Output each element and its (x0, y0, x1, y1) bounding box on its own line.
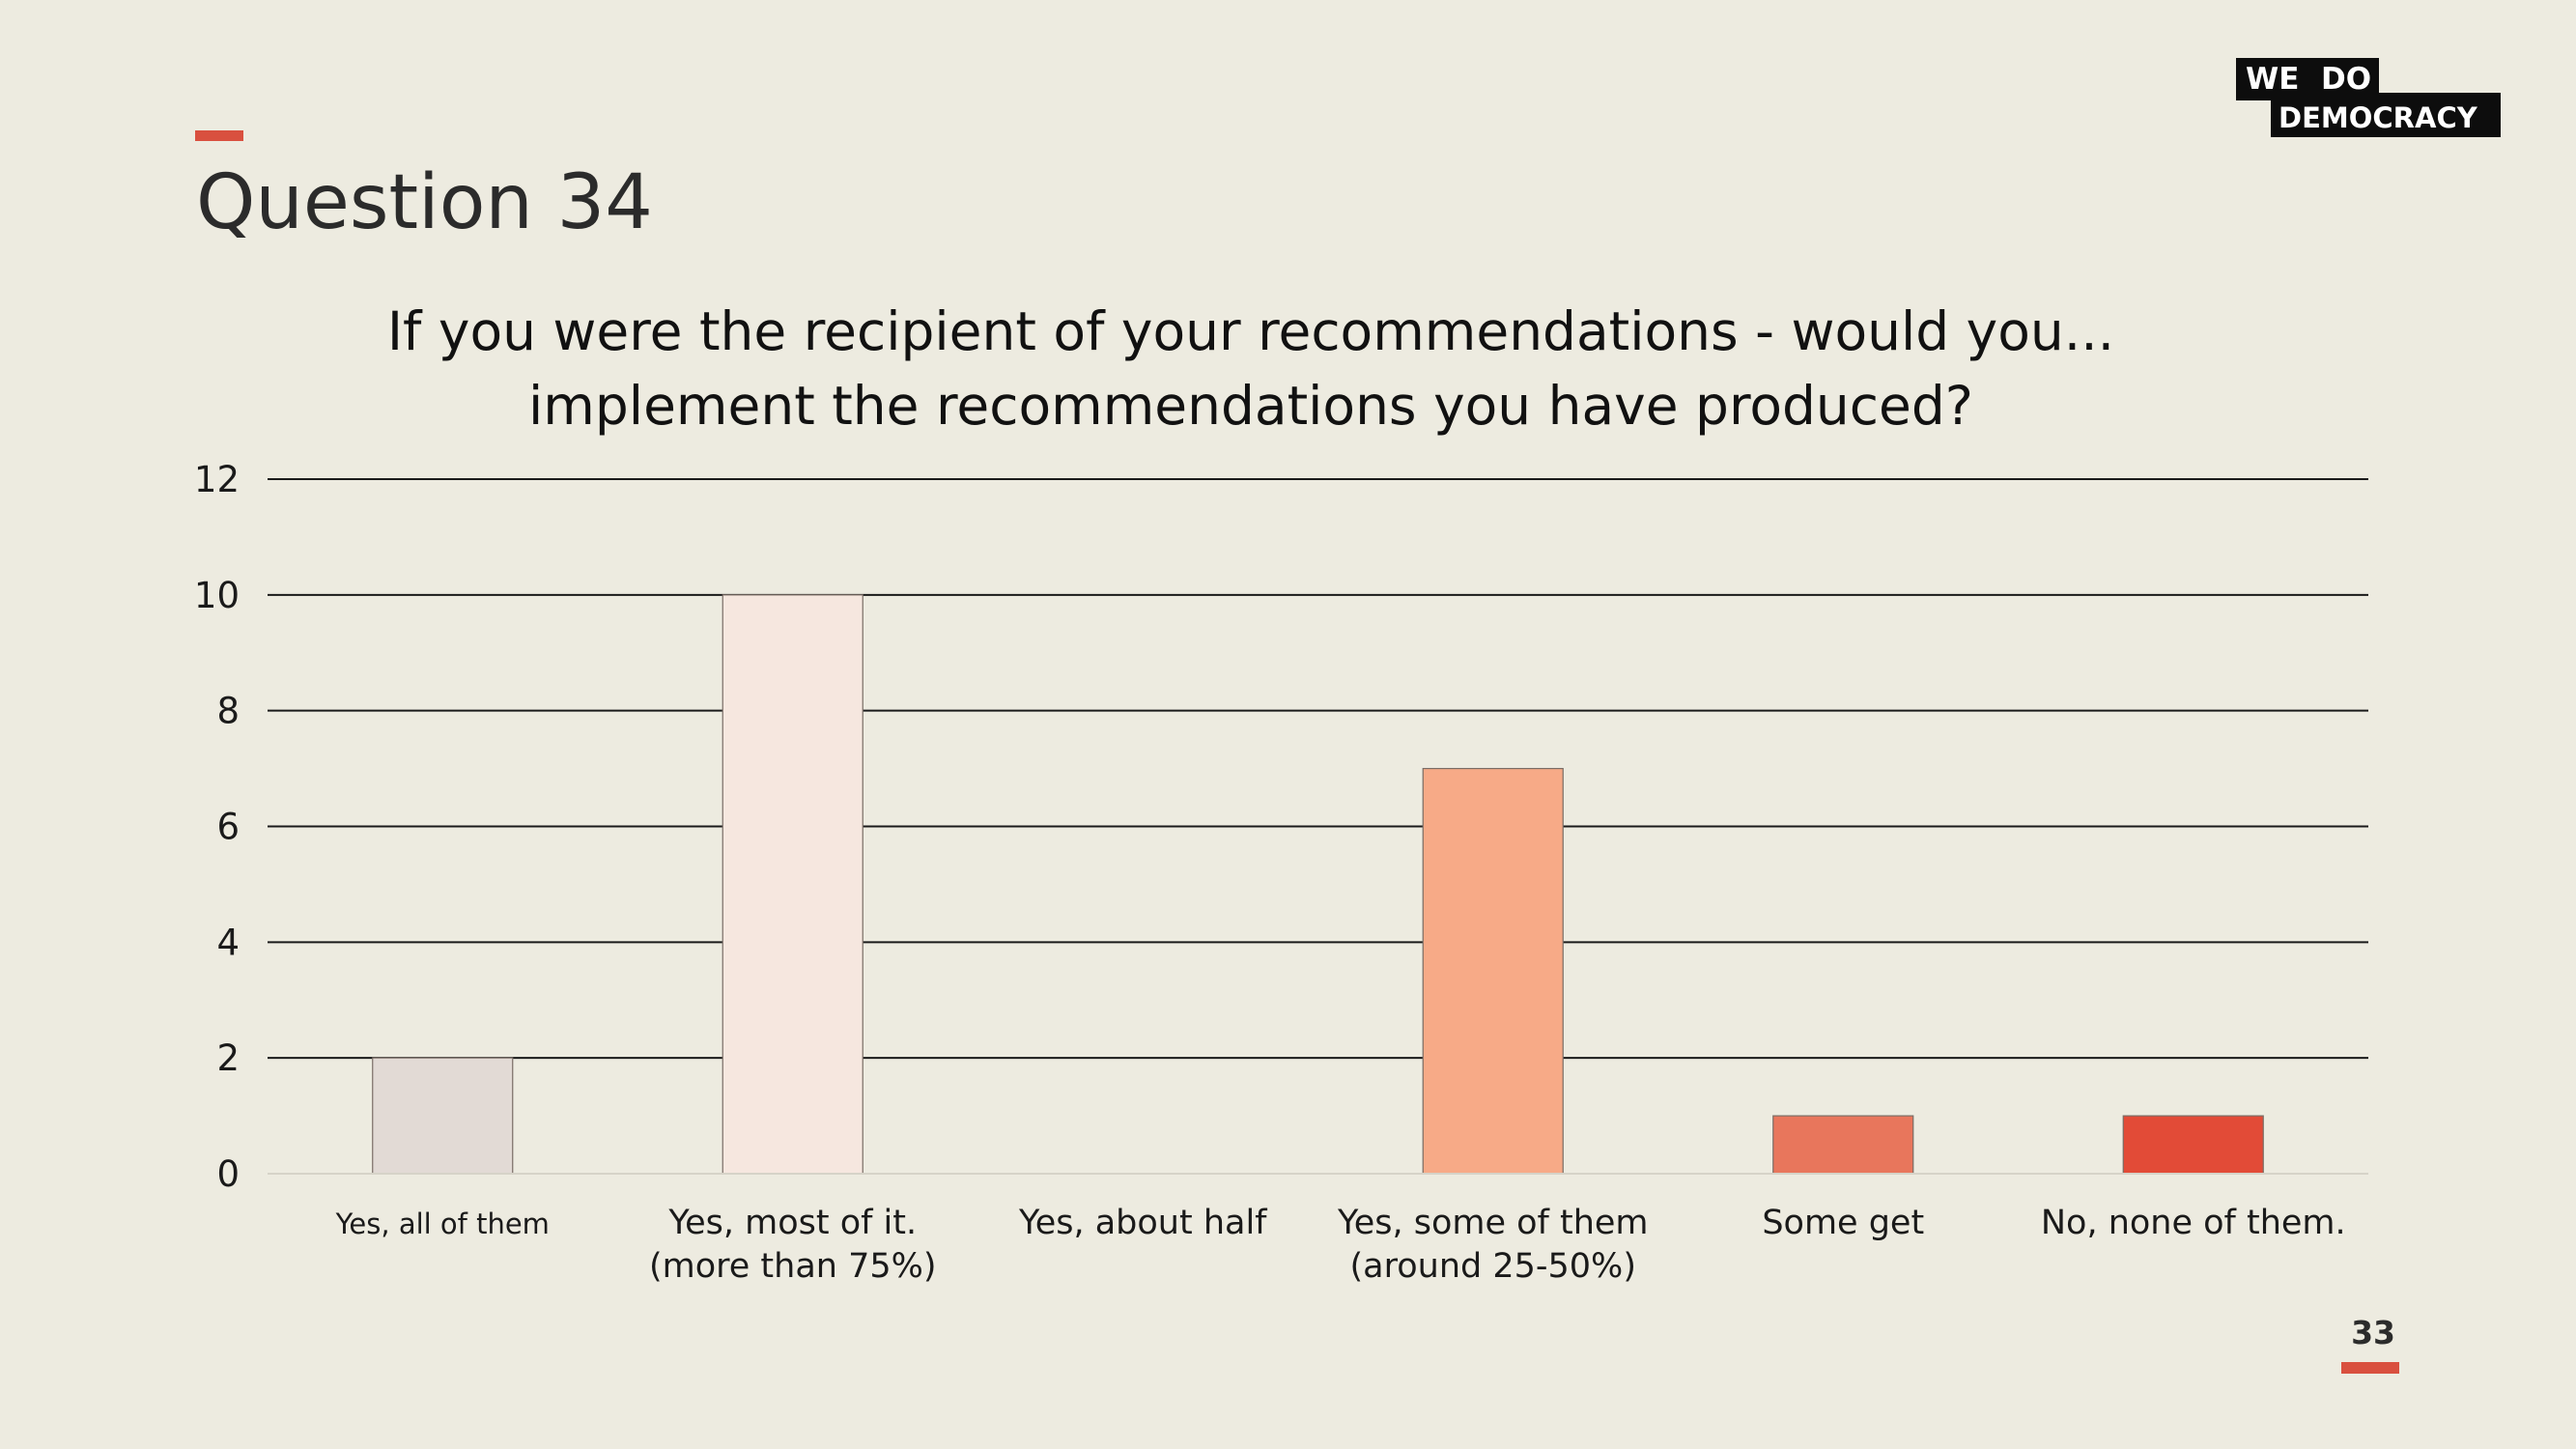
y-axis: 0 2 4 6 8 10 12 (194, 459, 2368, 1195)
x-category-label: No, none of them. (2041, 1204, 2346, 1242)
bar (722, 594, 863, 1175)
logo-word-democracy: DEMOCRACY (2279, 101, 2478, 134)
chart-title-line-2: implement the recommendations you have p… (528, 375, 1973, 437)
logo-word-do: DO (2321, 62, 2371, 97)
bars (372, 594, 2264, 1175)
y-tick-label: 8 (216, 691, 240, 732)
page-number: 33 (2351, 1314, 2395, 1351)
x-category-label: Yes, some of them (1337, 1204, 1649, 1242)
gridlines (268, 478, 2368, 1060)
y-tick-label: 4 (216, 922, 240, 963)
we-do-democracy-logo: WE DO DEMOCRACY (2236, 58, 2501, 137)
chart-title-line-1: If you were the recipient of your recomm… (386, 300, 2115, 362)
logo-word-we: WE (2246, 62, 2299, 97)
chart-title: If you were the recipient of your recomm… (193, 295, 2308, 443)
page-number-accent-bar (2341, 1362, 2399, 1374)
bar (2122, 1115, 2264, 1175)
bar (1422, 767, 1564, 1175)
y-tick-label: 6 (216, 807, 240, 848)
bar (1772, 1115, 1914, 1175)
y-tick-label: 0 (216, 1153, 240, 1195)
x-category-label: (around 25-50%) (1350, 1247, 1636, 1286)
x-category-label: Some get (1762, 1204, 1924, 1242)
x-axis: Yes, all of them Yes, most of it. (more th… (335, 1204, 2346, 1286)
bar (372, 1057, 514, 1175)
x-category-label: Yes, about half (1018, 1204, 1267, 1242)
y-tick-label: 10 (194, 575, 240, 616)
x-category-label: (more than 75%) (649, 1247, 937, 1286)
y-tick-label: 2 (216, 1037, 240, 1079)
x-category-label: Yes, most of it. (667, 1204, 917, 1242)
slide-title: Question 34 (196, 159, 653, 246)
title-accent-bar (195, 130, 243, 141)
x-category-label: Yes, all of them (335, 1208, 550, 1240)
y-tick-label: 12 (194, 459, 240, 500)
